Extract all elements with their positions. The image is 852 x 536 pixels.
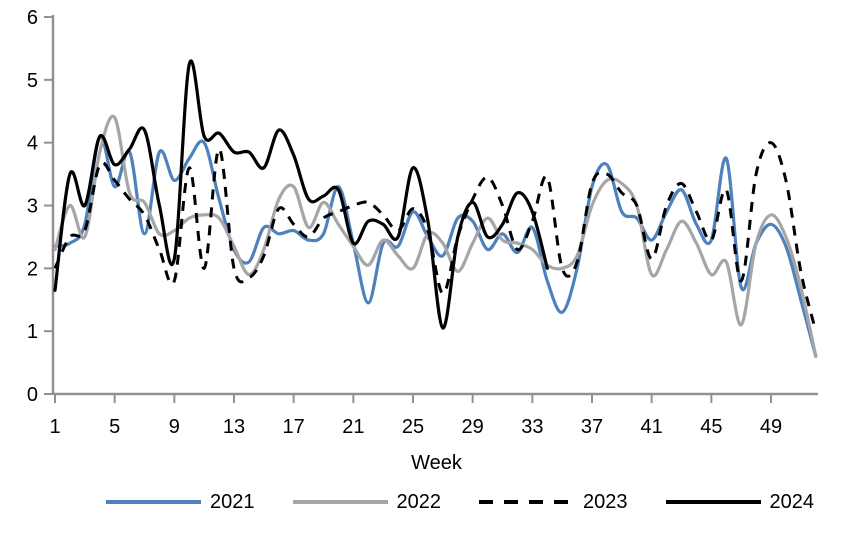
x-axis-label: 13 [223, 416, 245, 438]
x-axis-label: 25 [402, 416, 424, 438]
x-axis-title: Week [411, 452, 462, 474]
x-axis-label: 45 [700, 416, 722, 438]
y-axis-label: 4 [27, 133, 38, 155]
legend-swatch-2024 [665, 500, 761, 504]
legend-swatch-2022 [292, 500, 388, 504]
legend-item-2022: 2022 [292, 491, 442, 513]
legend-label-2023: 2023 [583, 491, 628, 513]
legend-item-2021: 2021 [106, 491, 255, 513]
x-axis-label: 21 [342, 416, 364, 438]
legend-item-2024: 2024 [665, 491, 815, 513]
x-axis-label: 33 [521, 416, 543, 438]
y-axis-label: 5 [27, 70, 38, 92]
chart-legend: 2021 2022 2023 2024 [34, 491, 852, 513]
y-axis-label: 2 [27, 258, 38, 280]
series-line-2024 [53, 59, 549, 330]
y-axis-label: 3 [27, 196, 38, 218]
legend-label-2021: 2021 [210, 491, 255, 513]
y-axis-label: 1 [27, 321, 38, 343]
legend-item-2023: 2023 [479, 491, 628, 513]
legend-label-2024: 2024 [769, 491, 815, 513]
x-axis-label: 17 [283, 416, 305, 438]
x-axis-label: 37 [581, 416, 603, 438]
legend-swatch-2023 [479, 500, 574, 504]
x-axis-label: 5 [109, 416, 120, 438]
y-axis-label: 6 [27, 7, 38, 29]
x-axis-label: 29 [462, 416, 484, 438]
x-axis-label: 49 [760, 416, 782, 438]
legend-swatch-2021 [106, 500, 201, 504]
x-axis-label: 1 [49, 416, 60, 438]
legend-label-2022: 2022 [396, 491, 442, 513]
series-line-2021 [53, 134, 818, 358]
x-axis-label: 9 [169, 416, 180, 438]
y-axis-label: 0 [27, 384, 38, 406]
x-axis-label: 41 [641, 416, 663, 438]
